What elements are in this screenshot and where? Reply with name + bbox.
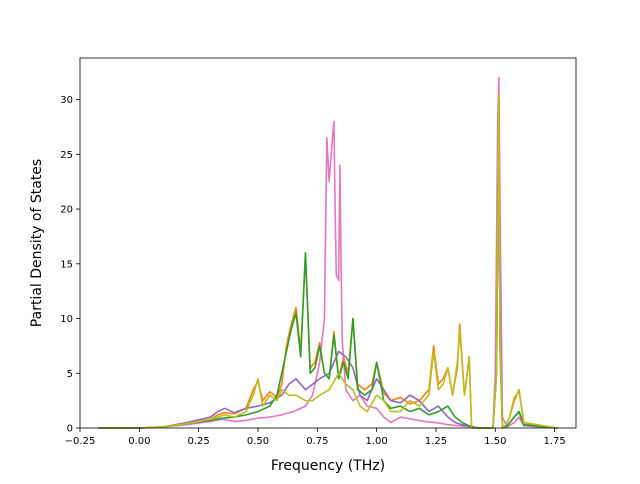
x-tick-label: 1.00 [366,436,388,447]
y-axis-ticks: 0 5 10 15 20 25 30 [60,95,80,435]
y-tick-label: 20 [60,205,73,216]
x-axis-ticks: −0.25 0.00 0.25 0.50 0.75 1.00 1.25 1.50 1.75 [65,428,566,447]
y-tick-label: 15 [60,259,73,270]
series-line-5 [98,93,558,429]
y-tick-label: 30 [60,95,73,106]
x-tick-label: 0.50 [247,436,269,447]
plot-frame [79,57,577,429]
y-tick-label: 5 [67,369,73,380]
x-axis-title: Frequency (THz) [271,458,385,474]
y-tick-label: 10 [60,314,73,325]
x-tick-label: −0.25 [65,436,96,447]
y-axis-title: Partial Density of States [29,159,45,327]
x-tick-label: 1.50 [484,436,506,447]
x-tick-label: 0.25 [188,436,210,447]
x-tick-label: 1.75 [544,436,566,447]
x-tick-label: 0.75 [306,436,328,447]
y-tick-label: 0 [67,424,73,435]
x-tick-label: 1.25 [425,436,447,447]
x-tick-label: 0.00 [128,436,150,447]
y-tick-label: 25 [60,150,73,161]
